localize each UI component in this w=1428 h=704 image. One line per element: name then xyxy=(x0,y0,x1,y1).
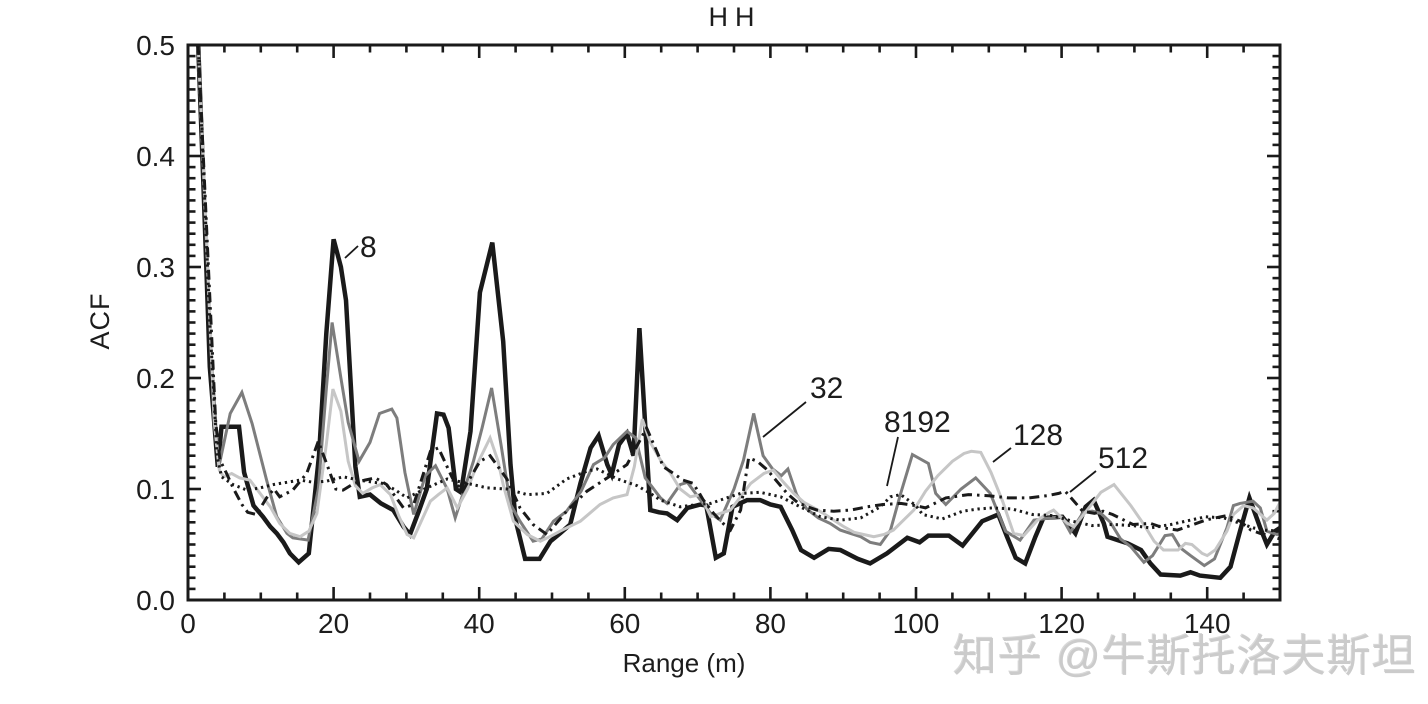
series-label-128: 128 xyxy=(1013,419,1063,452)
series-128-line xyxy=(196,44,1281,558)
y-tick-label: 0.4 xyxy=(136,141,175,172)
y-tick-label: 0.1 xyxy=(136,474,175,505)
tick-labels: 0 20 40 60 80 100 120 140 0.0 0.1 0.2 0.3 0.4 0.5 xyxy=(136,30,1230,639)
y-axis-title: ACF xyxy=(85,292,115,350)
series-32-line xyxy=(196,44,1281,568)
x-tick-label: 40 xyxy=(464,608,495,639)
x-tick-label: 120 xyxy=(1038,608,1085,639)
series-label-8192: 8192 xyxy=(884,406,951,439)
x-tick-label: 100 xyxy=(893,608,940,639)
annotation-512: 512 xyxy=(1069,442,1148,493)
series-label-512: 512 xyxy=(1098,442,1148,475)
y-tick-label: 0.3 xyxy=(136,252,175,283)
x-tick-label: 20 xyxy=(318,608,349,639)
chart-title: HH xyxy=(708,2,762,32)
annotation-32: 32 xyxy=(762,372,843,438)
plot-frame xyxy=(186,43,1282,602)
y-tick-label: 0.2 xyxy=(136,363,175,394)
series-label-8: 8 xyxy=(360,231,377,264)
x-tick-label: 0 xyxy=(180,608,196,639)
y-tick-label: 0.5 xyxy=(136,30,175,61)
zhihu-watermark: 知乎 @牛斯托洛夫斯坦 xyxy=(953,632,1417,681)
x-tick-label: 140 xyxy=(1184,608,1231,639)
series-label-32: 32 xyxy=(810,372,843,405)
x-tick-label: 80 xyxy=(755,608,786,639)
y-tick-label: 0.0 xyxy=(136,585,175,616)
x-tick-label: 60 xyxy=(609,608,640,639)
annotation-8192: 8192 xyxy=(884,406,951,487)
annotation-8: 8 xyxy=(344,231,377,264)
series-8192-line xyxy=(196,44,1281,533)
x-axis-title: Range (m) xyxy=(622,648,746,678)
series-512-line xyxy=(196,44,1281,541)
annotation-128: 128 xyxy=(992,419,1063,463)
